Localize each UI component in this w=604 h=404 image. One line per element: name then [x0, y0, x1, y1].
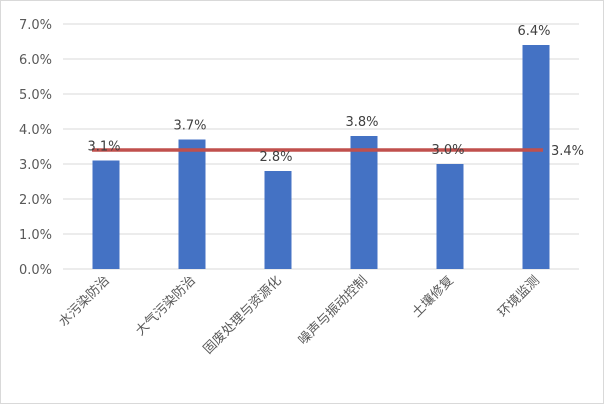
y-tick-label: 1.0% — [19, 228, 52, 243]
y-tick-label: 3.0% — [19, 158, 52, 173]
y-tick-label: 7.0% — [19, 18, 52, 33]
average-label: 3.4% — [551, 144, 584, 159]
data-label: 3.7% — [173, 119, 206, 134]
data-label: 3.1% — [87, 140, 120, 155]
bar — [92, 160, 120, 269]
y-tick-label: 4.0% — [19, 123, 52, 138]
y-tick-label: 6.0% — [19, 53, 52, 68]
data-label: 3.8% — [345, 115, 378, 130]
data-labels: 3.1% 3.7% 2.8% 3.8% 3.0% 6.4% 3.4% — [87, 24, 584, 165]
bars — [92, 45, 550, 269]
x-tick-label: 土壤修复 — [409, 273, 457, 321]
x-tick-label: 水污染防治 — [56, 273, 113, 330]
x-tick-label: 环境监测 — [495, 273, 542, 320]
data-label: 2.8% — [259, 150, 292, 165]
data-label: 3.0% — [431, 143, 464, 158]
y-tick-label: 5.0% — [19, 88, 52, 103]
x-tick-label: 大气污染防治 — [132, 273, 198, 339]
bar — [264, 171, 292, 269]
bar — [350, 136, 378, 269]
x-tick-label: 固废处理与资源化 — [200, 273, 285, 358]
data-label: 6.4% — [517, 24, 550, 39]
y-axis-ticks: 0.0% 1.0% 2.0% 3.0% 4.0% 5.0% 6.0% 7.0% — [19, 18, 52, 278]
bar — [436, 164, 464, 269]
bar — [522, 45, 550, 269]
bar — [178, 139, 206, 269]
y-tick-label: 0.0% — [19, 263, 52, 278]
x-tick-label: 噪声与振动控制 — [296, 273, 371, 348]
gridlines — [63, 23, 579, 270]
x-axis-ticks: 水污染防治 大气污染防治 固废处理与资源化 噪声与振动控制 土壤修复 环境监测 — [56, 273, 543, 358]
y-tick-label: 2.0% — [19, 193, 52, 208]
